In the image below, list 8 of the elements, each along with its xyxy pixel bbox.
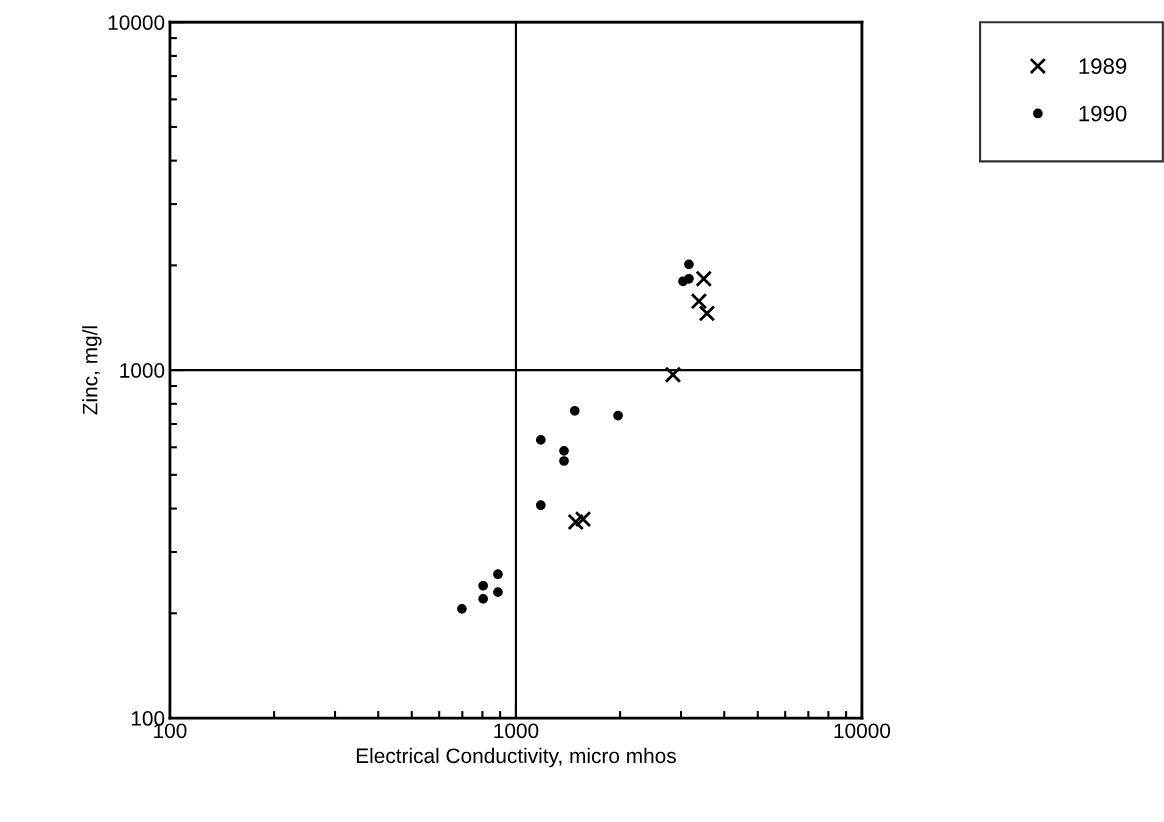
x-axis-title: Electrical Conductivity, micro mhos <box>356 747 676 768</box>
y-axis-title: Zinc, mg/l <box>82 326 102 415</box>
y-tick-label: 10000 <box>108 15 165 30</box>
x-tick-label: 10000 <box>834 723 891 739</box>
legend-label: 1989 <box>1079 58 1127 75</box>
x-tick-label: 1000 <box>494 723 539 739</box>
y-tick-label: 1000 <box>120 363 165 378</box>
legend-label: 1990 <box>1079 105 1127 122</box>
